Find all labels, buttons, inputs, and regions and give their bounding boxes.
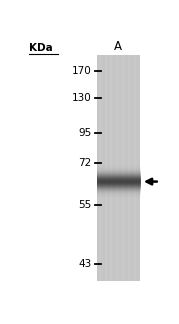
Text: 72: 72	[78, 158, 92, 168]
Bar	[118, 55, 120, 281]
Bar	[130, 55, 132, 281]
Bar	[124, 55, 126, 281]
Text: A: A	[114, 40, 122, 52]
Bar	[132, 55, 134, 281]
Text: 130: 130	[72, 93, 92, 102]
Text: KDa: KDa	[29, 42, 53, 52]
Bar	[97, 55, 140, 281]
Text: 95: 95	[78, 128, 92, 138]
Bar	[105, 55, 107, 281]
Bar	[97, 55, 99, 281]
Text: 55: 55	[78, 200, 92, 210]
Bar	[120, 55, 122, 281]
Bar	[107, 55, 108, 281]
Bar	[126, 55, 128, 281]
Text: 43: 43	[78, 259, 92, 269]
Text: 170: 170	[72, 66, 92, 76]
Bar	[103, 55, 105, 281]
Bar	[136, 55, 138, 281]
Bar	[101, 55, 103, 281]
Bar	[110, 55, 112, 281]
Bar	[122, 55, 124, 281]
Bar	[108, 55, 110, 281]
Bar	[117, 55, 118, 281]
Bar	[112, 55, 114, 281]
Bar	[128, 55, 130, 281]
Bar	[99, 55, 101, 281]
Bar	[134, 55, 136, 281]
Bar	[138, 55, 140, 281]
Bar	[114, 55, 117, 281]
